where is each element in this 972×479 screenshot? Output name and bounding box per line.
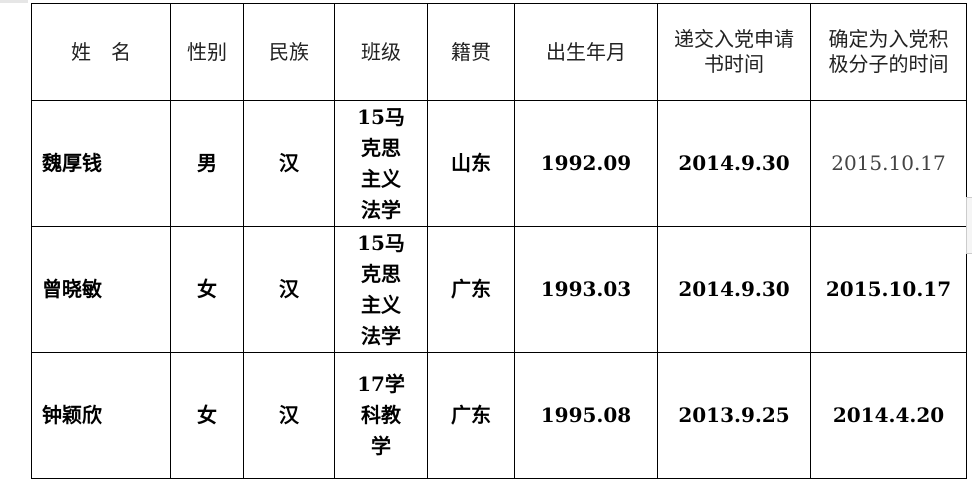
header-activist: 确定为入党积极分子的时间 bbox=[810, 3, 967, 101]
cell-ethnicity: 汉 bbox=[243, 100, 335, 227]
header-row: 姓 名 性别 民族 班级 籍贯 出生年月 递交入党申请书时间 确定为入党积极分子… bbox=[31, 3, 967, 101]
activist-table: 姓 名 性别 民族 班级 籍贯 出生年月 递交入党申请书时间 确定为入党积极分子… bbox=[31, 3, 967, 479]
cell-birth: 1993.03 bbox=[514, 226, 658, 353]
cell-birth: 1995.08 bbox=[514, 352, 658, 479]
cell-activist: 2015.10.17 bbox=[810, 226, 967, 353]
cell-application: 2014.9.30 bbox=[657, 226, 811, 353]
table-row: 钟颖欣 女 汉 17学科教学 广东 1995.08 2013.9.25 2014… bbox=[31, 352, 967, 479]
cell-activist: 2015.10.17 bbox=[810, 100, 967, 227]
page-edge-marker bbox=[966, 197, 972, 254]
page-corner-marker bbox=[0, 0, 28, 3]
table-row: 魏厚钱 男 汉 15马克思主义法学 山东 1992.09 2014.9.30 2… bbox=[31, 100, 967, 227]
cell-class: 15马克思主义法学 bbox=[334, 100, 428, 227]
table-row: 曾晓敏 女 汉 15马克思主义法学 广东 1993.03 2014.9.30 2… bbox=[31, 226, 967, 353]
header-name: 姓 名 bbox=[31, 3, 171, 101]
cell-class: 15马克思主义法学 bbox=[334, 226, 428, 353]
cell-gender: 女 bbox=[170, 352, 244, 479]
header-application: 递交入党申请书时间 bbox=[657, 3, 811, 101]
cell-ethnicity: 汉 bbox=[243, 226, 335, 353]
header-class: 班级 bbox=[334, 3, 428, 101]
cell-name: 曾晓敏 bbox=[31, 226, 171, 353]
cell-ethnicity: 汉 bbox=[243, 352, 335, 479]
cell-name: 钟颖欣 bbox=[31, 352, 171, 479]
cell-hometown: 广东 bbox=[427, 352, 515, 479]
header-ethnicity: 民族 bbox=[243, 3, 335, 101]
cell-application: 2014.9.30 bbox=[657, 100, 811, 227]
header-birth: 出生年月 bbox=[514, 3, 658, 101]
cell-application: 2013.9.25 bbox=[657, 352, 811, 479]
cell-birth: 1992.09 bbox=[514, 100, 658, 227]
cell-hometown: 山东 bbox=[427, 100, 515, 227]
header-gender: 性别 bbox=[170, 3, 244, 101]
cell-name: 魏厚钱 bbox=[31, 100, 171, 227]
cell-gender: 男 bbox=[170, 100, 244, 227]
cell-activist: 2014.4.20 bbox=[810, 352, 967, 479]
header-hometown: 籍贯 bbox=[427, 3, 515, 101]
cell-gender: 女 bbox=[170, 226, 244, 353]
cell-class: 17学科教学 bbox=[334, 352, 428, 479]
cell-hometown: 广东 bbox=[427, 226, 515, 353]
